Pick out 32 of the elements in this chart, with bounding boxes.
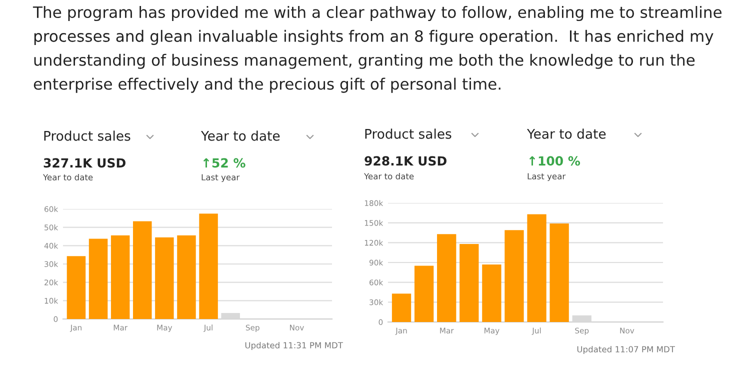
- text: Updated 11:07 PM MDT: [577, 346, 676, 354]
- text: 327.1K USD: [44, 158, 126, 168]
- text: The program has provided me with a clear pathway to follow, enabling me to streamline processes and glean invaluable insights from an 8 figure operation. It has enriched my understanding of business management, granting me both the knowledge to run the enterprise effectively and the precious gift of personal time.: [32, 6, 722, 93]
- text: Product sales: [44, 130, 130, 141]
- text: Year to date: [200, 130, 280, 141]
- text: Updated 11:31 PM MDT: [245, 342, 344, 350]
- bar: [550, 223, 569, 322]
- bar: [392, 294, 412, 322]
- bar: [504, 230, 524, 322]
- text: ↑100 %: [529, 156, 580, 166]
- bar: [133, 221, 152, 319]
- bar: [88, 238, 108, 319]
- text: Year to date: [526, 128, 606, 139]
- bar: [221, 312, 240, 319]
- text: 928.1K USD: [364, 156, 446, 166]
- bar: [110, 235, 130, 319]
- bar: [414, 266, 434, 322]
- bar: [572, 315, 592, 322]
- bar: [527, 214, 546, 322]
- bar: [66, 256, 86, 319]
- bar: [437, 234, 456, 322]
- text: Last year: [202, 174, 240, 182]
- text: Year to date: [42, 174, 93, 180]
- bar: [482, 264, 502, 322]
- bar: [177, 235, 196, 319]
- bar: [155, 237, 174, 319]
- bar: [460, 244, 479, 322]
- text: Year to date: [364, 172, 414, 180]
- text: ↑52 %: [203, 158, 246, 168]
- text: Product sales: [365, 128, 452, 139]
- bar: [199, 214, 218, 319]
- text: Last year: [528, 173, 566, 182]
